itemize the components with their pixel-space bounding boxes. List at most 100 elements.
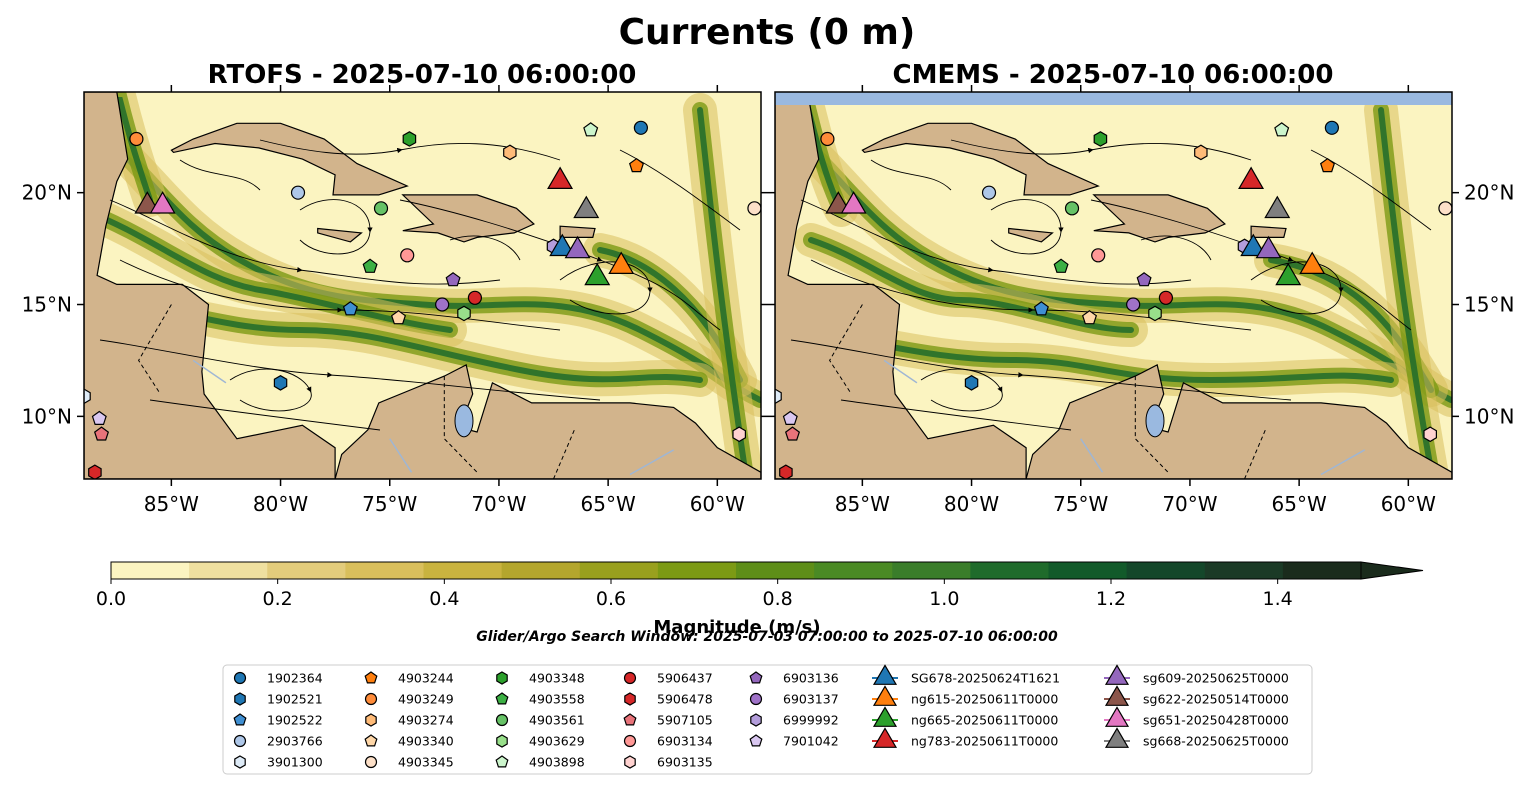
legend-label: 5907105 — [657, 713, 713, 728]
legend-label: 1902521 — [267, 692, 323, 707]
rtofs-land — [401, 194, 535, 243]
legend-label: 5906478 — [657, 692, 713, 707]
rtofs-lon-tick-label: 75°W — [362, 492, 417, 516]
legend-marker — [365, 713, 377, 727]
cmems-border — [1134, 376, 1169, 473]
colorbar-segment — [189, 562, 268, 579]
cmems-argo-5907105 — [784, 426, 801, 441]
legend-marker — [623, 671, 637, 685]
cmems-streamline — [790, 339, 1292, 401]
cmems-argo-1902522 — [1033, 301, 1049, 316]
rtofs-border — [553, 427, 576, 479]
legend-label: 1902522 — [267, 713, 323, 728]
cmems-glider-ng783-20250611T0000 — [1238, 166, 1265, 189]
cmems-argo-1902364 — [1324, 120, 1339, 135]
legend-marker — [496, 671, 508, 685]
legend-marker — [364, 734, 378, 747]
cmems-argo-4903244 — [1319, 157, 1336, 173]
cmems-glider-ng615-20250611T0000 — [1299, 251, 1326, 274]
legend-label: 4903629 — [529, 734, 585, 749]
rtofs-argo-1902364 — [633, 120, 648, 135]
cmems-streamline — [1140, 235, 1212, 261]
colorbar-segment — [970, 562, 1049, 579]
legend-label: 7901042 — [783, 734, 839, 749]
legend-label: 6903136 — [783, 671, 839, 686]
cmems-lon-tick-label: 65°W — [1272, 492, 1327, 516]
rtofs-streamline — [619, 149, 741, 231]
rtofs-argo-2903766 — [290, 185, 306, 200]
search-window-text: Glider/Argo Search Window: 2025-07-03 07… — [476, 629, 1058, 645]
rtofs-argo-4903629 — [457, 305, 471, 322]
rtofs-streamline — [119, 259, 561, 331]
rtofs-current-jet — [84, 117, 761, 403]
cmems-lat-tick-label: 10°N — [1464, 404, 1514, 428]
rtofs-land — [170, 122, 409, 196]
rtofs-argo-5907105 — [93, 426, 110, 441]
rtofs-land — [559, 225, 596, 238]
cmems-current-jet — [788, 327, 1394, 384]
rtofs-argo-4903249 — [129, 131, 144, 147]
rtofs-streamline — [109, 199, 501, 285]
cmems-streamline — [1310, 149, 1432, 231]
rtofs-lat-tick-label: 20°N — [22, 181, 72, 205]
colorbar-tick-label: 0.0 — [96, 588, 126, 610]
rtofs-streamline — [229, 368, 312, 412]
rtofs-argo-6903135 — [732, 426, 747, 443]
legend-marker — [623, 713, 637, 726]
cmems-border — [1244, 427, 1267, 479]
legend-label: 1902364 — [267, 671, 323, 686]
legend-label: sg668-20250625T0000 — [1143, 734, 1289, 749]
legend-marker — [364, 671, 378, 684]
rtofs-streamline — [559, 261, 653, 315]
legend-marker — [495, 692, 509, 705]
legend-marker — [364, 755, 378, 769]
legend-marker — [749, 671, 763, 684]
colorbar-segment — [814, 562, 893, 579]
legend-marker — [624, 755, 636, 769]
rtofs-map-body — [84, 92, 761, 479]
legend-label: ng615-20250611T0000 — [911, 692, 1058, 707]
cmems-glider-SG678-20250624T1621 — [1240, 233, 1267, 257]
cmems-land — [1008, 227, 1054, 243]
legend-marker — [234, 692, 246, 706]
rtofs-lon-tick-label: 85°W — [144, 492, 199, 516]
rtofs-argo-3901300 — [84, 388, 91, 405]
cmems-current-jet — [1378, 107, 1434, 473]
cmems-border — [829, 304, 863, 395]
colorbar-tick-label: 0.8 — [763, 588, 793, 610]
legend-label: sg651-20250428T0000 — [1143, 713, 1289, 728]
rtofs-lon-tick-label: 70°W — [471, 492, 526, 516]
cmems-streamline — [870, 159, 952, 191]
rtofs-lat-tick-label: 15°N — [22, 293, 72, 317]
cmems-argo-4903898 — [1274, 122, 1290, 137]
rtofs-argo-1902522 — [342, 301, 358, 316]
rtofs-lake — [454, 404, 474, 438]
rtofs-river — [389, 438, 413, 473]
colorbar-tick-label: 1.2 — [1096, 588, 1126, 610]
colorbar-tick-label: 1.4 — [1263, 588, 1293, 610]
cmems-lon-tick-label: 70°W — [1162, 492, 1217, 516]
colorbar-tick-label: 0.4 — [429, 588, 459, 610]
rtofs-border — [443, 376, 478, 473]
legend-label: ng783-20250611T0000 — [911, 734, 1058, 749]
legend-frame — [222, 664, 1313, 775]
cmems-glider-sg609-20250625T0000 — [1255, 235, 1282, 259]
cmems-streamline — [1090, 199, 1412, 331]
cmems-land — [1250, 225, 1287, 238]
legend-marker — [496, 734, 508, 748]
cmems-argo-2903766 — [981, 185, 997, 200]
legend-marker — [364, 692, 378, 706]
colorbar-tick-label: 0.2 — [263, 588, 293, 610]
colorbar-segment — [501, 562, 581, 579]
cmems-argo-4903340 — [1081, 310, 1098, 325]
colorbar-tick-label: 0.6 — [596, 588, 626, 610]
legend-label: 6903135 — [657, 755, 713, 770]
cmems-lon-tick-label: 60°W — [1381, 492, 1436, 516]
rtofs-lat-tick-label: 10°N — [22, 404, 72, 428]
cmems-streamline — [990, 199, 1064, 255]
cmems-argo-4903249 — [820, 131, 835, 147]
legend-label: sg622-20250514T0000 — [1143, 692, 1289, 707]
cmems-argo-5906478 — [779, 464, 793, 479]
legend-marker — [749, 734, 763, 747]
legend-marker — [1104, 727, 1130, 748]
